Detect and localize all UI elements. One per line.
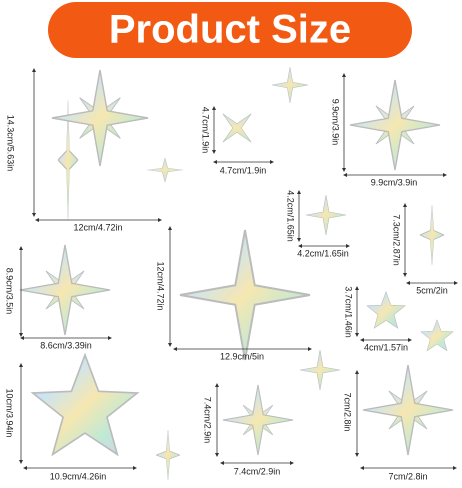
- title: Product Size: [109, 8, 351, 52]
- height-label: 4.7cm/1.9in: [201, 107, 211, 154]
- height-label: 7cm/2.8in: [343, 392, 353, 431]
- height-label: 4.2cm/1.65in: [286, 190, 296, 242]
- width-label: 4cm/1.57in: [364, 342, 408, 352]
- width-label: 10.9cm/4.26in: [50, 471, 107, 481]
- dimension-arrows: [19, 68, 458, 470]
- height-label: 7.4cm/2.9in: [203, 397, 213, 444]
- width-label: 7.4cm/2.9in: [234, 466, 281, 476]
- dimension-labels: 14.3cm/5.63in 12cm/4.72in 4.7cm/1.9in 4.…: [5, 99, 448, 482]
- height-label: 9.9cm/3.9in: [331, 99, 341, 146]
- width-label: 8.6cm/3.39in: [40, 340, 92, 350]
- width-label: 4.2cm/1.65in: [297, 248, 349, 258]
- height-label: 8.9cm/3.5in: [5, 268, 15, 315]
- height-label: 12cm/4.72in: [156, 261, 166, 310]
- width-label: 4.7cm/1.9in: [220, 165, 267, 175]
- title-banner: [48, 2, 412, 58]
- width-label: 9.9cm/3.9in: [371, 177, 418, 187]
- width-label: 5cm/2in: [416, 285, 448, 295]
- stickers: [20, 66, 454, 481]
- height-label: 14.3cm/5.63in: [6, 115, 16, 172]
- width-label: 12cm/4.72in: [73, 222, 122, 232]
- width-label: 7cm/2.8in: [388, 471, 427, 481]
- width-label: 12.9cm/5in: [220, 351, 264, 361]
- height-label: 10cm/3.94in: [5, 388, 15, 437]
- height-label: 3.7cm/1.46in: [344, 286, 354, 338]
- height-label: 7.3cm/2.87in: [392, 214, 402, 266]
